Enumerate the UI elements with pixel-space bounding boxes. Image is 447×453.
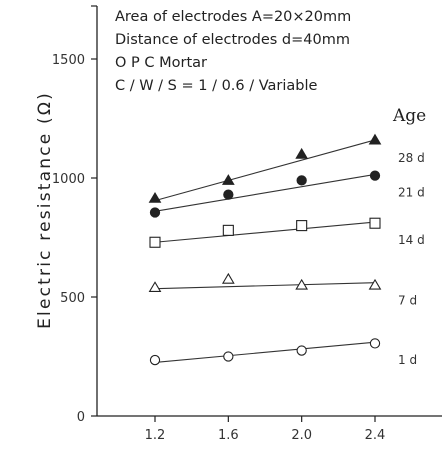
fit-lines bbox=[154, 139, 376, 363]
condition-cement-type: O P C Mortar bbox=[115, 55, 207, 71]
series-label-1d: 1 d bbox=[398, 353, 417, 367]
data-point-circle bbox=[369, 170, 381, 181]
ticks: 1.2 1.6 2.0 2.4 0 500 1000 1500 bbox=[52, 5, 386, 443]
y-axis-label: Electric resistance (Ω) bbox=[35, 91, 55, 329]
series-label-28d: 28 d bbox=[398, 151, 425, 165]
data-point-triangle bbox=[295, 147, 309, 159]
condition-electrode-distance: Distance of electrodes d=40mm bbox=[115, 32, 350, 48]
data-point-square bbox=[149, 236, 161, 248]
data-point-circle bbox=[296, 345, 307, 356]
data-point-circle bbox=[296, 175, 307, 186]
condition-electrode-area: Area of electrodes A=20×20mm bbox=[115, 9, 351, 25]
x-tick-label: 2.4 bbox=[365, 428, 386, 443]
x-tick-label: 2.0 bbox=[291, 428, 312, 443]
data-point-triangle bbox=[368, 133, 382, 145]
legend-title-age: Age bbox=[392, 106, 426, 126]
condition-mix-ratio: C / W / S = 1 / 0.6 / Variable bbox=[115, 78, 318, 94]
conditions-block: Area of electrodes A=20×20mm Distance of… bbox=[115, 9, 351, 94]
data-point-square bbox=[369, 217, 381, 229]
data-point-triangle bbox=[148, 191, 162, 203]
data-points bbox=[148, 133, 382, 366]
data-point-triangle bbox=[221, 272, 235, 284]
data-point-circle bbox=[223, 351, 234, 362]
data-point-square bbox=[296, 220, 308, 232]
data-point-triangle bbox=[368, 278, 382, 290]
y-tick-label: 0 bbox=[77, 410, 85, 425]
fit-line-21d bbox=[154, 173, 376, 212]
data-point-triangle bbox=[295, 278, 309, 290]
y-tick-label: 1000 bbox=[52, 172, 85, 187]
x-tick-label: 1.2 bbox=[145, 428, 166, 443]
y-tick-label: 500 bbox=[60, 291, 85, 306]
series-label-7d: 7 d bbox=[398, 294, 417, 308]
data-point-circle bbox=[149, 207, 161, 218]
data-point-triangle bbox=[148, 281, 162, 293]
y-tick-label: 1500 bbox=[52, 53, 85, 68]
series-label-14d: 14 d bbox=[398, 233, 425, 247]
data-point-circle bbox=[149, 354, 161, 366]
data-point-circle bbox=[223, 189, 234, 200]
x-tick-label: 1.6 bbox=[218, 428, 239, 443]
data-point-square bbox=[222, 224, 234, 236]
fit-line-14d bbox=[154, 221, 376, 243]
series-labels: 28 d 21 d 14 d 7 d 1 d bbox=[398, 151, 425, 367]
fit-line-7d bbox=[154, 282, 376, 290]
data-point-circle bbox=[369, 338, 381, 349]
fit-line-28d bbox=[154, 139, 376, 202]
data-point-triangle bbox=[221, 174, 235, 185]
series-label-21d: 21 d bbox=[398, 185, 425, 199]
fit-line-1d bbox=[154, 341, 376, 363]
